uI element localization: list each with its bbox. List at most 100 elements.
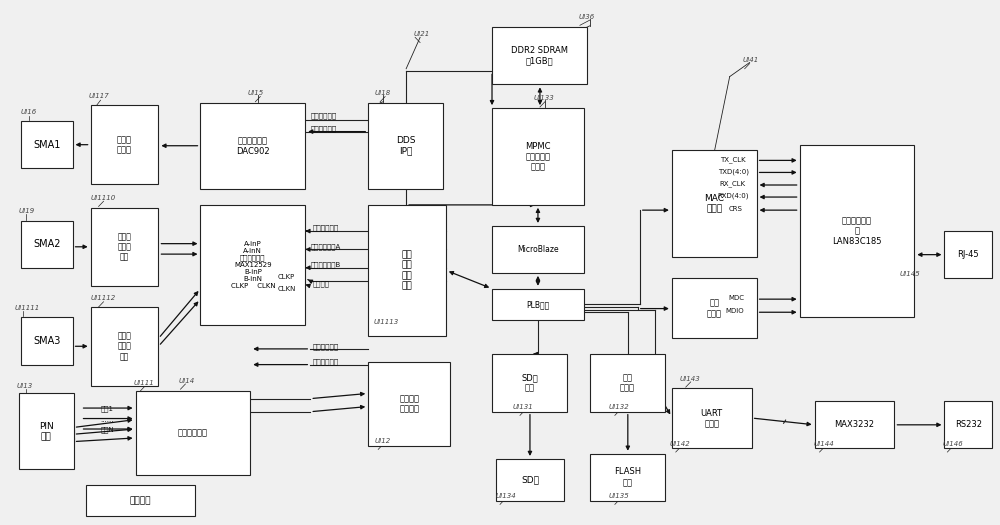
Bar (492, 108, 584, 205)
Text: TX_CLK: TX_CLK (720, 156, 745, 163)
Text: DDR2 SDRAM
（1GB）: DDR2 SDRAM （1GB） (511, 46, 568, 66)
Text: MAC
控制器: MAC 控制器 (704, 194, 724, 213)
Text: MicroBlaze: MicroBlaze (517, 245, 559, 254)
Text: SMA2: SMA2 (33, 239, 60, 249)
Bar (800, 145, 914, 318)
Text: A-inP
A-inN
模数转换芯片
MAX12529
B-inP
B-inN
CLKP    CLKN: A-inP A-inN 模数转换芯片 MAX12529 B-inP B-inN … (231, 241, 275, 289)
Text: UI131: UI131 (513, 404, 534, 410)
Text: SD卡
驱动: SD卡 驱动 (521, 373, 538, 393)
Bar (19, 393, 74, 469)
Text: SMA1: SMA1 (33, 140, 60, 150)
Bar (21, 121, 73, 168)
Text: UI18: UI18 (374, 90, 390, 96)
Text: PLB总线: PLB总线 (526, 300, 550, 309)
Text: UI135: UI135 (609, 493, 630, 499)
Bar (672, 388, 752, 448)
Text: UART
控制器: UART 控制器 (701, 408, 723, 428)
Bar (496, 459, 564, 501)
Text: CLKP: CLKP (277, 274, 295, 280)
Text: 通道N: 通道N (101, 427, 114, 433)
Text: SD卡: SD卡 (521, 475, 539, 484)
Text: DDS
IP线: DDS IP线 (396, 136, 415, 156)
Text: MAX3232: MAX3232 (835, 421, 875, 429)
Bar (21, 318, 73, 364)
Bar (672, 150, 757, 257)
Bar (590, 454, 665, 501)
Text: UI14: UI14 (178, 378, 195, 384)
Bar (815, 401, 894, 448)
Bar (492, 226, 584, 273)
Bar (944, 231, 992, 278)
Bar (136, 391, 250, 475)
Text: 第二数据总线A: 第二数据总线A (310, 244, 341, 250)
Text: UI1112: UI1112 (91, 295, 116, 301)
Bar (21, 220, 73, 268)
Text: 系统电源: 系统电源 (130, 496, 151, 505)
Text: UI1111: UI1111 (15, 304, 40, 311)
Bar (492, 354, 567, 412)
Text: 数据采集子板: 数据采集子板 (178, 428, 208, 437)
Bar (200, 205, 305, 326)
Bar (91, 106, 158, 184)
Text: 第一信
号处理
电路: 第一信 号处理 电路 (118, 232, 131, 261)
Text: 高速
数据
采集
驱动: 高速 数据 采集 驱动 (402, 250, 413, 290)
Text: 通道1: 通道1 (101, 406, 114, 413)
Text: UI133: UI133 (534, 95, 555, 101)
Text: UI117: UI117 (89, 93, 109, 99)
Bar (368, 103, 443, 189)
Text: FLASH
阵列: FLASH 阵列 (614, 467, 641, 487)
Text: 第二数据总线B: 第二数据总线B (310, 262, 341, 268)
Text: 数模转换芯片
DAC902: 数模转换芯片 DAC902 (236, 136, 270, 156)
Bar (368, 362, 450, 446)
Text: 第三信
号处理
电路: 第三信 号处理 电路 (118, 331, 131, 361)
Text: 闪存
控制器: 闪存 控制器 (620, 373, 635, 393)
Text: UI12: UI12 (374, 438, 390, 444)
Text: 第三控制总线: 第三控制总线 (312, 343, 339, 350)
Bar (200, 103, 305, 189)
Text: UI13: UI13 (17, 383, 33, 389)
Text: 第二控制总线: 第二控制总线 (312, 225, 339, 231)
Text: UI144: UI144 (814, 441, 834, 447)
Text: 物理层控制芯
片
LAN83C185: 物理层控制芯 片 LAN83C185 (832, 216, 882, 246)
Bar (492, 289, 584, 320)
Text: TXD(4:0): TXD(4:0) (718, 168, 749, 175)
Text: 第三数据总线: 第三数据总线 (312, 359, 339, 365)
Text: 差分时钟: 差分时钟 (312, 280, 329, 287)
Text: 串行
控制器: 串行 控制器 (707, 299, 722, 318)
Text: UI111: UI111 (134, 380, 154, 385)
Text: MPMC
多端口内存
控制器: MPMC 多端口内存 控制器 (525, 142, 551, 171)
Text: RS232: RS232 (955, 421, 982, 429)
Text: PIN
阵列: PIN 阵列 (39, 422, 54, 441)
Text: UI134: UI134 (496, 493, 517, 499)
Text: 信号调
理电路: 信号调 理电路 (117, 135, 132, 154)
Text: 第一控制总线: 第一控制总线 (310, 112, 337, 119)
Text: CRS: CRS (729, 206, 743, 212)
Bar (91, 307, 158, 385)
Bar (590, 354, 665, 412)
Text: UI21: UI21 (413, 31, 429, 37)
Text: UI41: UI41 (743, 57, 759, 63)
Text: 第一数据总线: 第一数据总线 (310, 125, 337, 132)
Text: MDC: MDC (729, 295, 745, 301)
Text: UI145: UI145 (899, 271, 920, 277)
Bar (492, 27, 587, 85)
Bar (672, 278, 757, 339)
Text: RJ-45: RJ-45 (958, 250, 979, 259)
Text: UI19: UI19 (19, 208, 35, 214)
Bar (944, 401, 992, 448)
Text: MDIO: MDIO (726, 308, 744, 314)
Text: UI15: UI15 (247, 90, 264, 96)
Text: UI1113: UI1113 (373, 319, 398, 326)
Text: CLKN: CLKN (277, 286, 296, 292)
Text: UI16: UI16 (21, 109, 37, 115)
Bar (86, 485, 195, 517)
Text: SMA3: SMA3 (33, 336, 60, 346)
Text: RXD(4:0): RXD(4:0) (718, 193, 749, 200)
Text: UI143: UI143 (680, 376, 700, 382)
Bar (368, 205, 446, 336)
Text: UI146: UI146 (942, 441, 963, 447)
Text: RX_CLK: RX_CLK (720, 181, 746, 187)
Bar (91, 207, 158, 286)
Text: UI36: UI36 (579, 14, 595, 20)
Text: UI132: UI132 (609, 404, 630, 410)
